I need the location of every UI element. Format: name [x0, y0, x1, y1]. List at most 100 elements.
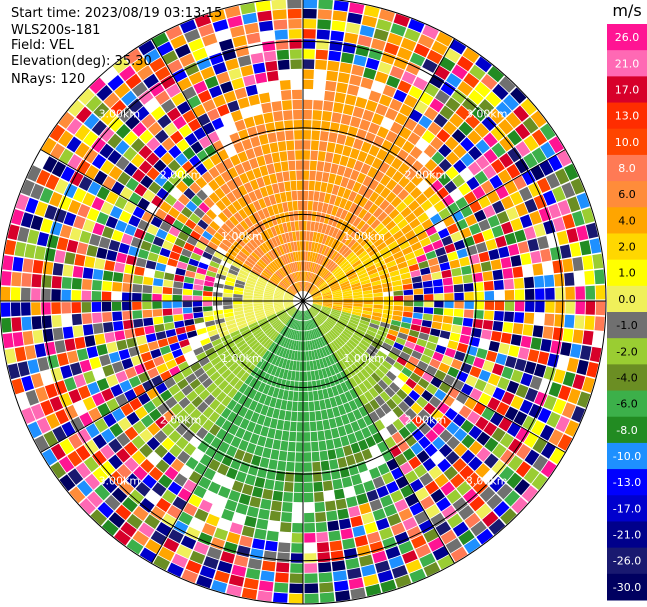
range-gate: [287, 8, 302, 19]
range-gate: [365, 457, 377, 470]
range-gate: [303, 442, 311, 452]
range-gate: [85, 165, 100, 180]
range-gate: [333, 0, 349, 12]
range-gate: [227, 248, 238, 257]
range-gate: [236, 368, 246, 379]
range-gate: [404, 470, 419, 484]
range-gate: [82, 192, 96, 207]
range-gate: [372, 135, 385, 148]
range-gate: [320, 310, 330, 316]
range-gate: [124, 367, 137, 379]
range-gate: [312, 302, 323, 305]
range-gate: [31, 288, 41, 301]
range-gate: [364, 261, 375, 269]
range-gate: [381, 117, 394, 130]
range-gate: [313, 481, 323, 492]
range-gate: [217, 326, 228, 334]
range-gate: [232, 35, 248, 48]
range-gate: [446, 436, 461, 450]
range-gate: [567, 196, 581, 213]
range-gate: [51, 289, 61, 301]
range-gate: [223, 288, 234, 294]
range-gate: [331, 184, 340, 196]
range-gate: [208, 458, 221, 472]
range-gate: [385, 191, 397, 203]
range-gate: [449, 259, 461, 269]
range-gate: [139, 498, 155, 513]
range-gate: [292, 401, 298, 412]
range-gate: [156, 228, 168, 240]
range-gate: [367, 268, 378, 276]
range-gate: [273, 259, 281, 269]
range-gate: [110, 99, 127, 116]
range-gate: [519, 399, 533, 415]
range-gate: [284, 303, 294, 307]
range-gate: [323, 297, 333, 300]
range-gate: [328, 418, 337, 429]
range-gate: [472, 479, 489, 495]
range-gate: [193, 346, 205, 356]
range-gate: [258, 334, 268, 344]
range-gate: [281, 348, 288, 358]
range-gate: [213, 287, 224, 293]
range-gate: [491, 459, 507, 476]
range-gate: [276, 419, 285, 430]
range-gate: [255, 313, 266, 319]
range-gate: [227, 167, 239, 179]
range-gate: [343, 303, 353, 306]
range-gate: [435, 31, 453, 47]
range-gate: [50, 143, 66, 160]
range-gate: [226, 584, 243, 597]
range-gate: [340, 332, 350, 341]
range-gate: [253, 391, 262, 402]
range-gate: [524, 301, 535, 312]
range-gate: [336, 384, 344, 395]
range-gate: [332, 290, 342, 295]
range-gate: [312, 304, 322, 308]
range-gate: [351, 64, 365, 77]
range-gate: [60, 166, 75, 182]
range-gate: [306, 221, 311, 231]
range-gate: [370, 233, 381, 244]
range-gate: [283, 337, 289, 348]
range-gate: [254, 330, 264, 339]
range-gate: [346, 341, 355, 351]
range-gate: [316, 532, 329, 543]
range-gate: [539, 379, 552, 394]
range-gate: [249, 353, 259, 364]
range-gate: [520, 335, 532, 348]
range-gate: [227, 15, 243, 28]
range-gate: [262, 447, 272, 459]
range-gate: [313, 339, 319, 349]
range-gate: [530, 165, 545, 181]
range-gate: [383, 503, 398, 517]
range-gate: [27, 421, 43, 439]
range-gate: [294, 381, 299, 391]
range-gate: [159, 221, 172, 233]
range-gate: [167, 59, 183, 74]
range-gate: [384, 386, 396, 398]
range-gate: [507, 147, 522, 163]
range-gate: [298, 381, 303, 392]
range-gate: [343, 222, 352, 234]
range-gate: [305, 282, 309, 292]
range-gate: [224, 312, 234, 318]
range-gate: [489, 174, 503, 189]
range-gate: [444, 243, 456, 254]
range-gate: [303, 99, 313, 110]
range-gate: [380, 403, 392, 415]
range-gate: [274, 225, 281, 235]
range-gate: [468, 440, 483, 455]
range-gate: [116, 432, 131, 447]
range-gate: [319, 312, 328, 319]
range-gate: [332, 292, 343, 297]
range-gate: [246, 336, 256, 345]
range-gate: [333, 298, 343, 301]
range-gate: [273, 344, 281, 355]
range-gate: [352, 308, 363, 314]
range-gate: [363, 304, 373, 308]
range-gate: [548, 382, 562, 398]
range-gate: [245, 314, 255, 320]
range-gate: [576, 359, 589, 376]
colorbar-swatch: [607, 76, 647, 104]
